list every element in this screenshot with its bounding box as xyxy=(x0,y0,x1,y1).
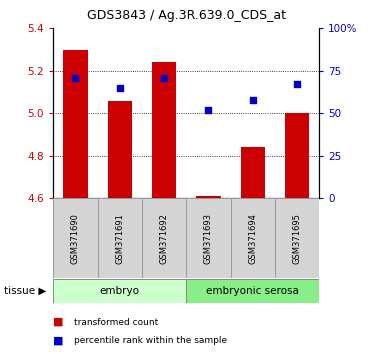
Bar xyxy=(53,279,186,303)
Text: GSM371691: GSM371691 xyxy=(115,213,124,263)
Bar xyxy=(152,62,176,198)
Text: tissue ▶: tissue ▶ xyxy=(4,286,46,296)
Text: GDS3843 / Ag.3R.639.0_CDS_at: GDS3843 / Ag.3R.639.0_CDS_at xyxy=(87,9,286,22)
Text: GSM371694: GSM371694 xyxy=(248,213,257,263)
Point xyxy=(294,81,300,87)
Bar xyxy=(98,198,142,278)
Point xyxy=(72,75,78,80)
Point xyxy=(117,85,123,91)
Bar xyxy=(186,279,319,303)
Text: embryo: embryo xyxy=(100,286,140,296)
Bar xyxy=(186,198,231,278)
Point xyxy=(250,97,256,103)
Text: GSM371693: GSM371693 xyxy=(204,212,213,264)
Text: embryonic serosa: embryonic serosa xyxy=(206,286,299,296)
Text: GSM371692: GSM371692 xyxy=(160,213,169,263)
Text: transformed count: transformed count xyxy=(74,318,158,327)
Bar xyxy=(63,50,87,198)
Text: GSM371690: GSM371690 xyxy=(71,213,80,263)
Bar xyxy=(231,198,275,278)
Bar xyxy=(108,101,132,198)
Bar xyxy=(275,198,319,278)
Point xyxy=(205,107,211,113)
Bar xyxy=(53,198,98,278)
Bar xyxy=(142,198,186,278)
Text: GSM371695: GSM371695 xyxy=(293,213,302,263)
Bar xyxy=(285,113,309,198)
Text: ■: ■ xyxy=(53,336,64,346)
Text: percentile rank within the sample: percentile rank within the sample xyxy=(74,336,227,345)
Text: ■: ■ xyxy=(53,317,64,327)
Point xyxy=(161,75,167,80)
Bar xyxy=(241,147,265,198)
Bar xyxy=(196,196,220,198)
